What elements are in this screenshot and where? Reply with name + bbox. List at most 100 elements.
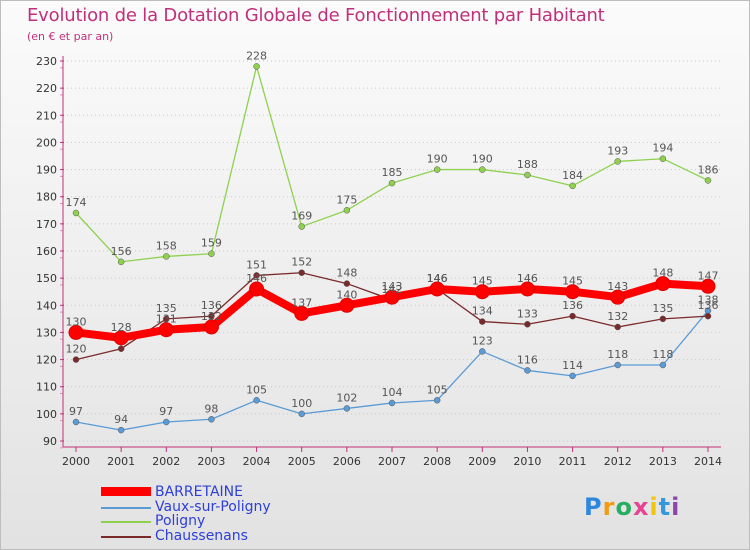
x-tick-label: 2013 [649,455,677,468]
data-label: 186 [698,163,719,176]
data-point [610,289,626,305]
data-label: 134 [472,305,493,318]
data-label: 148 [652,267,673,280]
data-label: 152 [291,256,312,269]
data-label: 114 [562,359,583,372]
chart-title: Evolution de la Dotation Globale de Fonc… [27,5,605,26]
data-label: 105 [427,383,448,396]
data-label: 190 [472,153,493,166]
series-layer [68,63,716,434]
legend-label: Poligny [155,513,206,529]
proxiti-logo: Proxiti [584,493,680,521]
data-label: 146 [517,272,538,285]
y-tick-label: 90 [43,435,57,448]
x-axis-ticks: 2000 2001 2002 2003 2004 2005 2006 2007 2008 2009… [62,455,722,468]
data-label: 116 [517,353,538,366]
data-point [253,63,260,70]
x-tick-label: 2002 [152,455,180,468]
x-tick-label: 2003 [197,455,225,468]
y-tick-label: 150 [36,272,57,285]
y-tick-label: 220 [36,82,57,95]
data-point [474,284,490,300]
data-label: 136 [201,299,222,312]
y-tick-label: 190 [36,164,57,177]
data-point [163,418,170,426]
legend-swatch [101,535,151,538]
data-point [433,166,441,173]
data-point [524,367,531,374]
data-label: 175 [336,193,357,206]
data-point [569,182,576,190]
y-tick-label: 170 [36,218,57,231]
data-point [298,269,305,276]
data-point [614,158,621,165]
x-tick-label: 2008 [423,455,451,468]
data-label: 105 [246,383,267,396]
data-point [72,418,80,426]
data-label: 145 [562,275,583,288]
x-tick-label: 2006 [333,455,361,468]
data-label: 98 [204,402,218,415]
data-point [343,280,351,287]
data-point [72,209,80,217]
data-label: 97 [159,405,173,418]
data-point [433,397,441,404]
logo-letter: o [615,493,633,521]
data-point [519,281,535,297]
y-tick-label: 230 [36,55,57,68]
legend-label: Vaux-sur-Poligny [155,498,271,515]
data-label: 136 [562,299,583,312]
data-label: 145 [472,275,493,288]
data-label: 146 [427,272,448,285]
legend-label: BARRETAINE [155,484,243,500]
data-label: 135 [156,302,177,315]
y-tick-label: 180 [36,191,57,204]
legend-swatch [101,487,151,496]
data-label: 132 [201,310,222,323]
data-point [208,312,215,320]
legend-swatch [101,521,151,523]
data-point [704,312,712,320]
data-label: 136 [698,299,719,312]
data-point [659,315,667,323]
data-point [569,372,576,380]
data-point [339,297,355,313]
data-point [429,281,445,297]
data-label: 169 [291,210,312,223]
data-label: 102 [336,391,357,404]
data-point [163,253,170,260]
data-label: 156 [111,245,132,258]
data-label: 151 [246,258,267,271]
data-label: 140 [336,288,357,301]
data-label: 158 [156,239,177,252]
data-point [249,281,265,297]
data-point [388,179,396,187]
data-point [524,171,531,179]
data-point [343,207,351,214]
logo-letter: r [602,493,616,521]
data-label: 94 [114,413,128,426]
data-point [655,276,671,292]
data-label: 118 [607,348,628,361]
data-point [614,361,621,369]
data-point [68,324,84,340]
data-point [614,323,621,331]
y-tick-label: 130 [36,326,57,339]
x-tick-label: 2001 [107,455,135,468]
logo-letter: t [658,493,672,521]
data-label: 130 [66,315,87,328]
data-point [294,305,310,321]
y-tick-label: 110 [36,381,57,394]
data-point [208,416,215,423]
data-point [253,272,260,279]
x-tick-label: 2011 [559,455,587,468]
data-label: 132 [607,310,628,323]
y-axis-ticks: 90 100 110 120 130 140 150 160 170 180 190 200 210 22… [36,55,57,448]
x-tick-label: 2005 [288,455,316,468]
data-label: 228 [246,49,267,62]
data-label: 118 [652,348,673,361]
data-point [704,177,712,184]
